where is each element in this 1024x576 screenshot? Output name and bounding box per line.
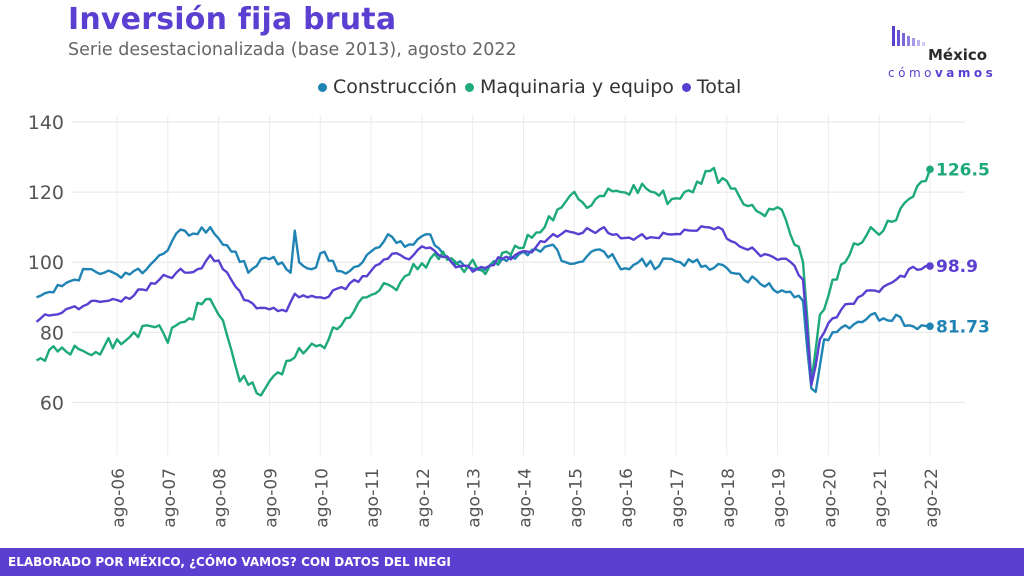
series-lines	[35, 166, 932, 397]
legend-marker-maquinaria	[464, 82, 474, 92]
x-tick-label: ago-06	[109, 468, 129, 528]
end-label-total: 98.9	[936, 257, 978, 277]
legend-item-construccion: Construcción	[318, 76, 457, 98]
legend-marker-total	[681, 82, 691, 92]
legend-label-total: Total	[696, 76, 742, 98]
x-tick-label: ago-11	[363, 468, 383, 528]
y-tick-label: 60	[40, 392, 64, 414]
series-line-total	[35, 225, 931, 387]
x-tick-label: ago-12	[414, 468, 434, 528]
y-tick-label: 100	[28, 252, 64, 274]
x-tick-label: ago-07	[160, 468, 180, 528]
legend-item-maquinaria: Maquinaria y equipo	[464, 76, 674, 98]
end-point-maquinaria-y-equipo	[926, 165, 934, 174]
end-label-maquinaria-y-equipo: 126.5	[936, 160, 990, 180]
logo-tag-bold: vamos	[934, 66, 997, 80]
x-tick-label: ago-18	[719, 468, 739, 528]
x-axis: ago-06 ago-07 ago-08 ago-09 ago-10 ago-11 ago-…	[109, 468, 942, 528]
source-footer: ELABORADO POR MÉXICO, ¿CÓMO VAMOS? CON D…	[0, 548, 1024, 576]
x-tick-label: ago-22	[922, 468, 942, 528]
x-tick-label: ago-21	[871, 468, 891, 528]
logo-tagline: cómovamos	[888, 66, 996, 80]
mexico-como-vamos-logo: México cómovamos	[868, 22, 1018, 84]
x-tick-label: ago-08	[211, 468, 231, 528]
logo-bars-icon	[892, 26, 925, 46]
x-tick-label: ago-14	[516, 468, 536, 528]
x-tick-label: ago-17	[668, 468, 688, 528]
x-tick-label: ago-20	[820, 468, 840, 528]
x-tick-label: ago-16	[617, 468, 637, 528]
series-line-maquinaria-y-equipo	[35, 166, 932, 397]
legend-label-maquinaria: Maquinaria y equipo	[479, 76, 674, 98]
y-tick-label: 140	[28, 112, 64, 134]
x-tick-label: ago-13	[465, 468, 485, 528]
x-tick-label: ago-19	[770, 468, 790, 528]
logo-name: México	[928, 46, 988, 64]
series-line-construccion	[36, 226, 931, 394]
end-labels: 81.73 126.5 98.9	[926, 160, 990, 337]
y-tick-label: 120	[28, 182, 64, 204]
y-axis: 60 80 100 120 140	[28, 112, 64, 414]
end-point-construccion	[926, 322, 934, 331]
legend: Construcción Maquinaria y equipo Total	[318, 76, 741, 98]
x-tick-label: ago-10	[312, 468, 332, 528]
legend-item-total: Total	[681, 76, 742, 98]
chart-subtitle: Serie desestacionalizada (base 2013), ag…	[68, 40, 517, 60]
end-label-construccion: 81.73	[936, 317, 990, 337]
x-tick-label: ago-09	[261, 468, 281, 528]
legend-marker-construccion	[318, 82, 327, 92]
legend-label-construccion: Construcción	[333, 76, 457, 98]
y-tick-label: 80	[40, 322, 64, 344]
logo-tag-light: cómo	[888, 66, 935, 80]
grid	[72, 115, 965, 455]
chart-title: Inversión fija bruta	[68, 2, 397, 37]
end-point-total	[926, 262, 934, 270]
x-tick-label: ago-15	[566, 468, 586, 528]
